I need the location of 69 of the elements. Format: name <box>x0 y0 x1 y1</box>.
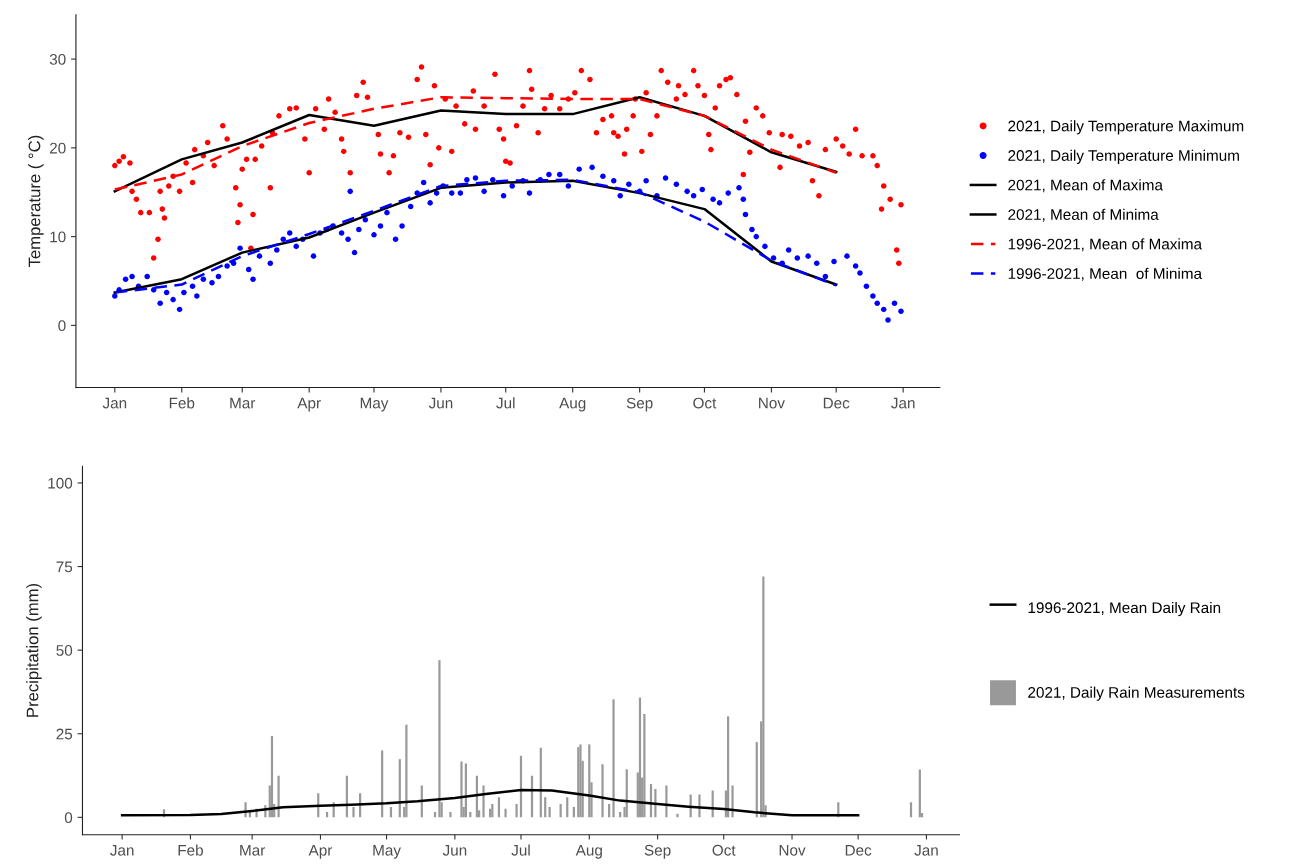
x-tick-label: Jan <box>110 845 134 856</box>
y-tick-label: 75 <box>56 561 73 573</box>
y-tick-label: 50 <box>56 645 73 656</box>
x-tick-label: Oct <box>712 844 736 856</box>
bar <box>352 806 355 818</box>
bar <box>665 785 668 818</box>
x-tick-label: Feb <box>178 844 203 856</box>
x-tick-label: Jun <box>442 845 467 856</box>
bar <box>515 803 518 818</box>
x-tick-label: Jan <box>102 397 127 409</box>
x-tick-label: Sep <box>644 844 671 859</box>
y-tick-label: 0 <box>64 812 73 824</box>
y-tick-label: 25 <box>56 728 73 740</box>
legend-label: 2021, Daily Temperature Maximum <box>1008 120 1244 135</box>
bar <box>449 811 452 818</box>
bar <box>731 785 734 818</box>
x-tick-label: Jan <box>914 845 938 856</box>
legend-label: 2021, Daily Rain Measurements <box>1028 686 1245 701</box>
y-tick-label: 100 <box>48 477 73 489</box>
y-axis-title: Precipitation (mm) <box>26 583 42 717</box>
line-series <box>120 788 860 817</box>
x-tick-label: Dec <box>845 845 872 856</box>
x-tick-label: Apr <box>297 397 321 412</box>
bar <box>762 576 765 818</box>
legend-label: 1996-2021, Mean of Maxima <box>1008 238 1203 252</box>
bar <box>559 803 562 818</box>
x-tick-label: Sep <box>626 397 653 412</box>
bar <box>918 769 921 818</box>
x-tick-label: May <box>373 845 401 859</box>
legend-label: 2021, Daily Temperature Minimum <box>1008 149 1239 164</box>
x-tick-label: Nov <box>759 397 785 409</box>
x-tick-label: Aug <box>559 397 586 412</box>
x-tick-label: Jun <box>428 397 453 409</box>
bar <box>491 803 494 818</box>
x-tick-label: Feb <box>169 397 195 409</box>
bar <box>566 797 569 818</box>
bar <box>654 788 657 818</box>
x-tick-label: Nov <box>779 845 806 856</box>
bar <box>460 761 463 818</box>
x-tick-label: Jan <box>891 397 915 409</box>
bar <box>277 775 280 818</box>
bar <box>482 785 485 818</box>
x-tick-label: Aug <box>575 845 602 859</box>
bar <box>544 797 547 818</box>
x-tick-label: Jul <box>511 844 530 856</box>
legend-label: 1996-2021, Mean Daily Rain <box>1028 601 1221 617</box>
bar <box>497 797 501 818</box>
legend-label: 2021, Mean of Minima <box>1008 208 1159 222</box>
y-tick-label: 10 <box>50 231 66 243</box>
x-tick-label: May <box>360 397 389 412</box>
bar <box>438 660 441 818</box>
x-tick-label: Oct <box>693 397 717 409</box>
x-tick-label: Apr <box>308 845 333 859</box>
legend-label: 2021, Mean of Maxima <box>1008 179 1163 193</box>
bar <box>504 808 507 818</box>
bar <box>601 764 604 818</box>
x-tick-label: Mar <box>240 845 266 856</box>
y-tick-label: 20 <box>49 142 66 154</box>
x-tick-label: Dec <box>823 397 850 409</box>
y-tick-label: 0 <box>58 320 66 332</box>
y-axis-title: Temperature ( °C) <box>28 135 44 268</box>
bar <box>612 699 615 818</box>
bar <box>608 803 611 818</box>
bar <box>909 802 913 818</box>
x-tick-label: Mar <box>230 397 256 409</box>
y-tick-label: 30 <box>49 53 66 65</box>
legend-label: 1996-2021, Mean of Minima <box>1008 267 1203 281</box>
bar <box>676 813 679 818</box>
x-tick-label: Jul <box>496 397 515 409</box>
